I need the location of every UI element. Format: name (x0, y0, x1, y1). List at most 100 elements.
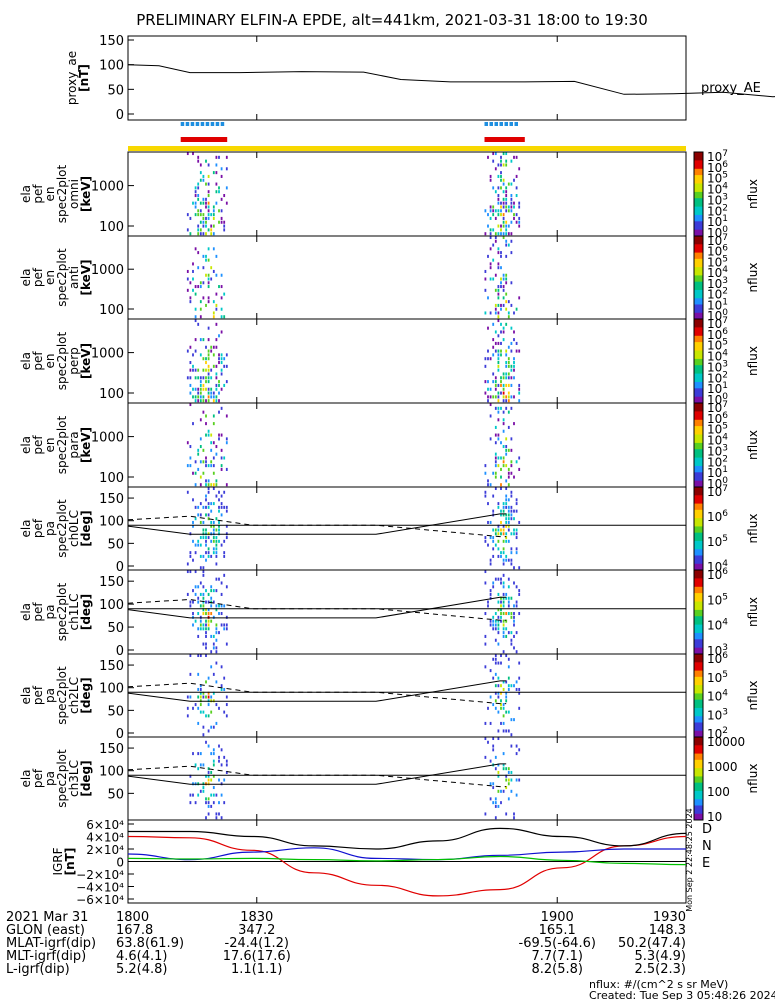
colorbar-cell (694, 536, 703, 540)
spectrogram-pixel (513, 612, 515, 616)
colorbar-cell (694, 223, 703, 226)
y-tick-label: 100 (99, 471, 124, 486)
spectrogram-pixel (199, 789, 202, 793)
colorbar-cell (694, 289, 703, 293)
spectrogram-pixel (494, 387, 497, 391)
spectrogram-pixel (220, 307, 223, 311)
spectrogram-pixel (487, 740, 489, 744)
spectrogram-pixel (194, 285, 197, 289)
spectrogram-pixel (507, 391, 510, 395)
colorbar-cell (694, 658, 703, 661)
science-zone-bar-segment (489, 122, 493, 126)
spectrogram-pixel (210, 596, 213, 600)
colorbar-cell (694, 680, 703, 684)
colorbar-cell (694, 358, 703, 362)
spectrogram-pixel (494, 311, 497, 315)
spectrogram-pixel (210, 213, 213, 217)
colorbar-exponent: 4 (722, 182, 728, 192)
spectrogram-pixel (510, 642, 513, 646)
spectrogram-pixel (510, 364, 513, 368)
colorbar-cell (694, 817, 703, 821)
spectrogram-pixel (513, 509, 515, 513)
spectrogram-pixel (497, 623, 500, 627)
spectrogram-pixel (513, 368, 515, 372)
spectrogram-pixel (500, 691, 502, 695)
colorbar-exponent: 2 (722, 454, 728, 464)
spectrogram-pixel (492, 623, 495, 627)
spectrogram-pixel (505, 532, 508, 536)
spectrogram-pixel (494, 288, 497, 292)
colorbar-exponent: 7 (722, 484, 728, 494)
y-tick-label: 100 (99, 765, 124, 780)
igrf-legend-d: D (702, 822, 712, 837)
spectrogram-pixel (497, 464, 500, 468)
created-note: Created: Tue Sep 3 05:48:26 2024 (589, 989, 775, 1000)
colorbar-exponent: 7 (722, 400, 728, 410)
spectrogram-pixel (518, 661, 521, 665)
spectrogram-pixel (518, 676, 521, 680)
spectrogram-pixel (492, 380, 495, 384)
spectrogram-pixel (505, 383, 508, 387)
spectrogram-pixel (220, 782, 223, 786)
spectrogram-pixel (510, 615, 513, 619)
igrf-line-n (127, 847, 686, 861)
spectrogram-pixel (502, 456, 505, 460)
spectrogram-pixel (500, 383, 502, 387)
x-tick-label: 1800 (116, 910, 149, 925)
spectrogram-pixel (192, 262, 194, 266)
spectrogram-pixel (510, 684, 513, 688)
colorbar-cell (694, 294, 703, 297)
spectrogram-pixel (494, 691, 497, 695)
spectrogram-pixel (505, 228, 508, 232)
spectrogram-pixel (500, 596, 502, 600)
spectrogram-pixel (207, 797, 210, 801)
spectrogram-pixel (207, 296, 210, 300)
colorbar-exponent: 1 (722, 297, 728, 307)
spectrogram-pixel (492, 209, 495, 213)
spectrogram-pixel (515, 194, 518, 198)
spectrogram-pixel (225, 615, 228, 619)
spectrogram-pixel (212, 524, 215, 528)
spectrogram-pixel (223, 505, 226, 509)
spectrogram-pixel (492, 372, 495, 376)
colorbar-exponent: 3 (722, 192, 728, 202)
colorbar-cell (694, 528, 703, 532)
spectrogram-pixel (489, 247, 492, 251)
spectrogram-pixel (205, 254, 207, 258)
spectrogram-pixel (494, 383, 497, 387)
spectrogram-pixel (218, 532, 220, 536)
spectrogram-pixel (513, 395, 515, 399)
spectrogram-pixel (210, 387, 213, 391)
colorbar-exponent: 2 (722, 203, 728, 213)
spectrogram-pixel (220, 361, 223, 365)
ephemeris-value: 347.2 (238, 923, 275, 938)
spectrogram-pixel (197, 266, 200, 270)
spectrogram-pixel (484, 755, 487, 759)
spectrogram-pixel (194, 205, 197, 209)
spectrogram-pixel (212, 589, 215, 593)
spectrogram-pixel (500, 456, 502, 460)
spectrogram-pixel (492, 786, 495, 790)
ephemeris-value: 2.5(2.3) (635, 962, 687, 977)
spectrogram-pixel (199, 623, 202, 627)
spectrogram-pixel (197, 186, 200, 190)
spectrogram-pixel (500, 353, 502, 357)
y-axis-label: spec2plot (55, 749, 69, 808)
spectrogram-pixel (220, 456, 223, 460)
spectrogram-pixel (492, 744, 495, 748)
colorbar-cell (694, 716, 703, 719)
spectrogram-pixel (497, 608, 500, 612)
spectrogram-pixel (487, 600, 489, 604)
spectrogram-pixel (215, 661, 218, 665)
spectrogram-pixel (220, 464, 223, 468)
spectrogram-pixel (484, 277, 487, 281)
spectrogram-pixel (497, 592, 500, 596)
spectrogram-pixel (220, 330, 223, 334)
colorbar-cell (694, 438, 703, 442)
spectrogram-pixel (202, 725, 205, 729)
y-axis-label: ela (19, 268, 33, 286)
y-tick-label: 100 (99, 303, 124, 318)
spectrogram-pixel (502, 445, 505, 449)
colorbar-cell (694, 499, 703, 503)
colorbar-cell (694, 373, 703, 377)
